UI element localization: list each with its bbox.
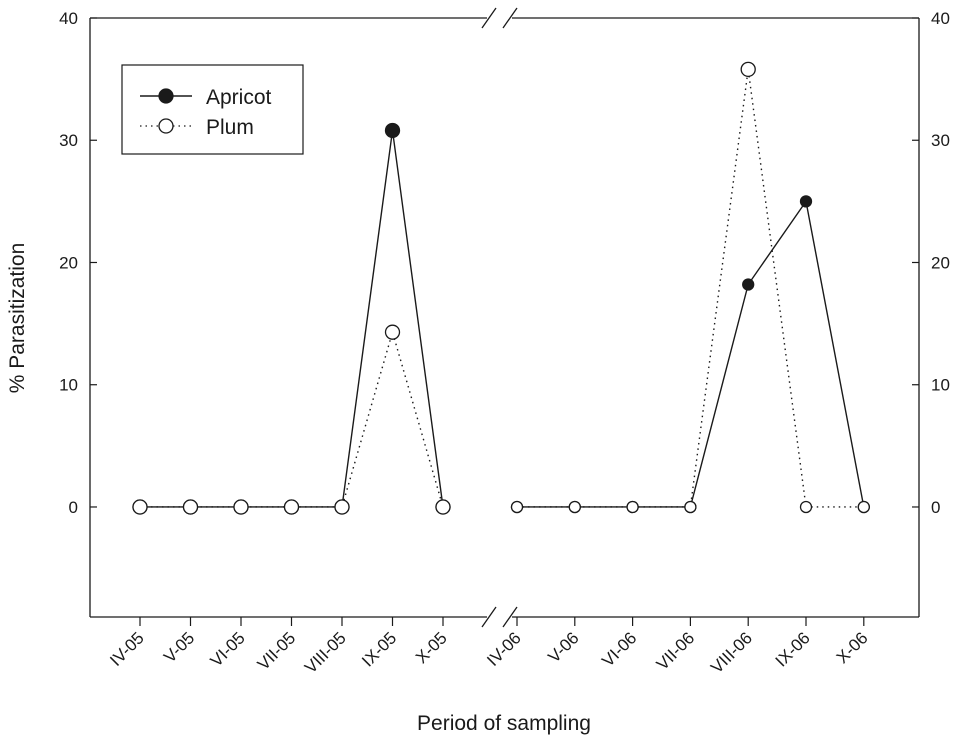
data-point-apricot <box>799 195 813 208</box>
data-point-plum <box>510 500 524 514</box>
data-point-plum <box>233 499 249 515</box>
data-point-plum <box>740 61 756 77</box>
legend-label-apricot: Apricot <box>206 86 272 109</box>
legend-box <box>121 64 304 155</box>
x-axis-title: Period of sampling <box>417 712 591 735</box>
x-tick-label: X-05 <box>412 628 451 667</box>
x-tick-label: X-06 <box>833 628 872 667</box>
data-point-plum <box>283 499 300 515</box>
data-point-plum <box>182 499 199 515</box>
x-tick-label: VII-05 <box>254 628 300 674</box>
data-point-plum <box>684 500 697 514</box>
x-tick-label: V-06 <box>544 628 582 666</box>
y-tick-label-right: 30 <box>931 131 950 150</box>
series-line-apricot <box>517 199 865 508</box>
legend: Apricot Plum <box>121 64 304 155</box>
y-tick-label-right: 0 <box>931 498 940 517</box>
y-tick-label-left: 40 <box>59 9 78 28</box>
y-tick-label-left: 10 <box>59 376 78 395</box>
x-tick-label: V-05 <box>160 628 198 666</box>
legend-plum-marker <box>158 118 174 134</box>
plot-frame <box>89 7 920 628</box>
data-point-plum <box>384 324 401 340</box>
data-point-plum <box>799 500 813 514</box>
y-tick-label-right: 20 <box>931 253 950 272</box>
legend-label-plum: Plum <box>206 116 254 139</box>
data-point-plum <box>857 500 870 514</box>
series-line-apricot <box>140 130 444 508</box>
y-tick-label-right: 40 <box>931 9 950 28</box>
x-axis: IV-05 V-05 VI-05 VII-05 VIII-05 IX-05 X-05 IV-0… <box>106 617 872 677</box>
data-point-plum <box>435 499 451 515</box>
x-tick-label: VII-06 <box>653 628 699 674</box>
y-axis-right: 0 10 20 30 40 <box>912 9 950 517</box>
y-tick-label-right: 10 <box>931 376 950 395</box>
y-tick-label-left: 30 <box>59 131 78 150</box>
x-tick-label: VI-06 <box>598 628 640 670</box>
data-point-plum <box>568 500 581 514</box>
axis-break-mark <box>502 606 518 628</box>
y-tick-label-left: 20 <box>59 253 78 272</box>
series-line-plum <box>517 69 864 508</box>
axis-break-mark <box>481 7 497 29</box>
series-line-plum <box>140 329 444 508</box>
x-tick-label: VI-05 <box>207 628 249 670</box>
data-point-apricot <box>742 278 755 291</box>
legend-apricot-marker <box>158 88 174 104</box>
x-tick-label: IV-06 <box>483 628 525 670</box>
y-axis-title: % Parasitization <box>6 243 29 394</box>
x-tick-label: VIII-05 <box>301 628 350 677</box>
y-axis-left: 0 10 20 30 40 <box>59 9 97 517</box>
x-tick-label: IX-06 <box>772 628 814 670</box>
data-point-plum <box>334 499 350 515</box>
data-point-plum <box>132 499 148 515</box>
axis-break-mark <box>481 606 497 628</box>
series-layer <box>132 61 870 515</box>
y-tick-label-left: 0 <box>69 498 78 517</box>
data-point-apricot <box>384 122 401 139</box>
data-point-plum <box>626 500 639 514</box>
x-tick-label: VIII-06 <box>707 628 756 677</box>
x-tick-label: IV-05 <box>106 628 148 670</box>
x-tick-label: IX-05 <box>358 628 400 670</box>
axis-break-mark <box>502 7 518 29</box>
